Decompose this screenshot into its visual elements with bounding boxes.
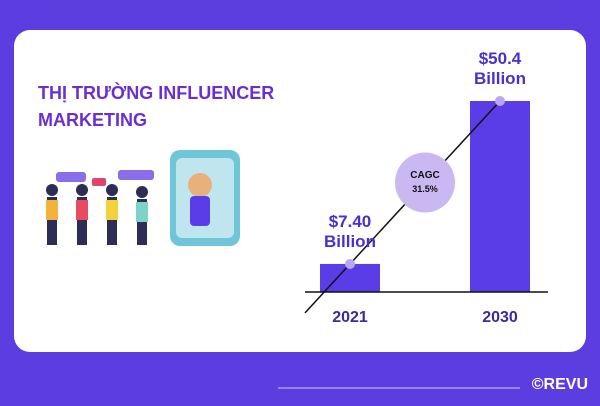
trend-dot [495,96,505,106]
illustration [46,150,240,246]
trend-dot [345,258,355,269]
bar [470,101,530,292]
value-label: $50.4 Billion [474,49,526,88]
cagc-badge [395,152,455,213]
cagc-value: 31.5% [412,184,438,194]
brand-logo: ©REVU [531,376,588,393]
x-tick-label: 2021 [332,309,368,326]
cagc-title: CAGC [410,170,439,181]
card [14,30,586,352]
value-label: $7.40 Billion [324,211,376,251]
x-tick-label: 2030 [482,309,518,326]
chart-title: THỊ TRƯỜNG INFLUENCER MARKETING [38,83,275,130]
trend-line [304,100,501,314]
